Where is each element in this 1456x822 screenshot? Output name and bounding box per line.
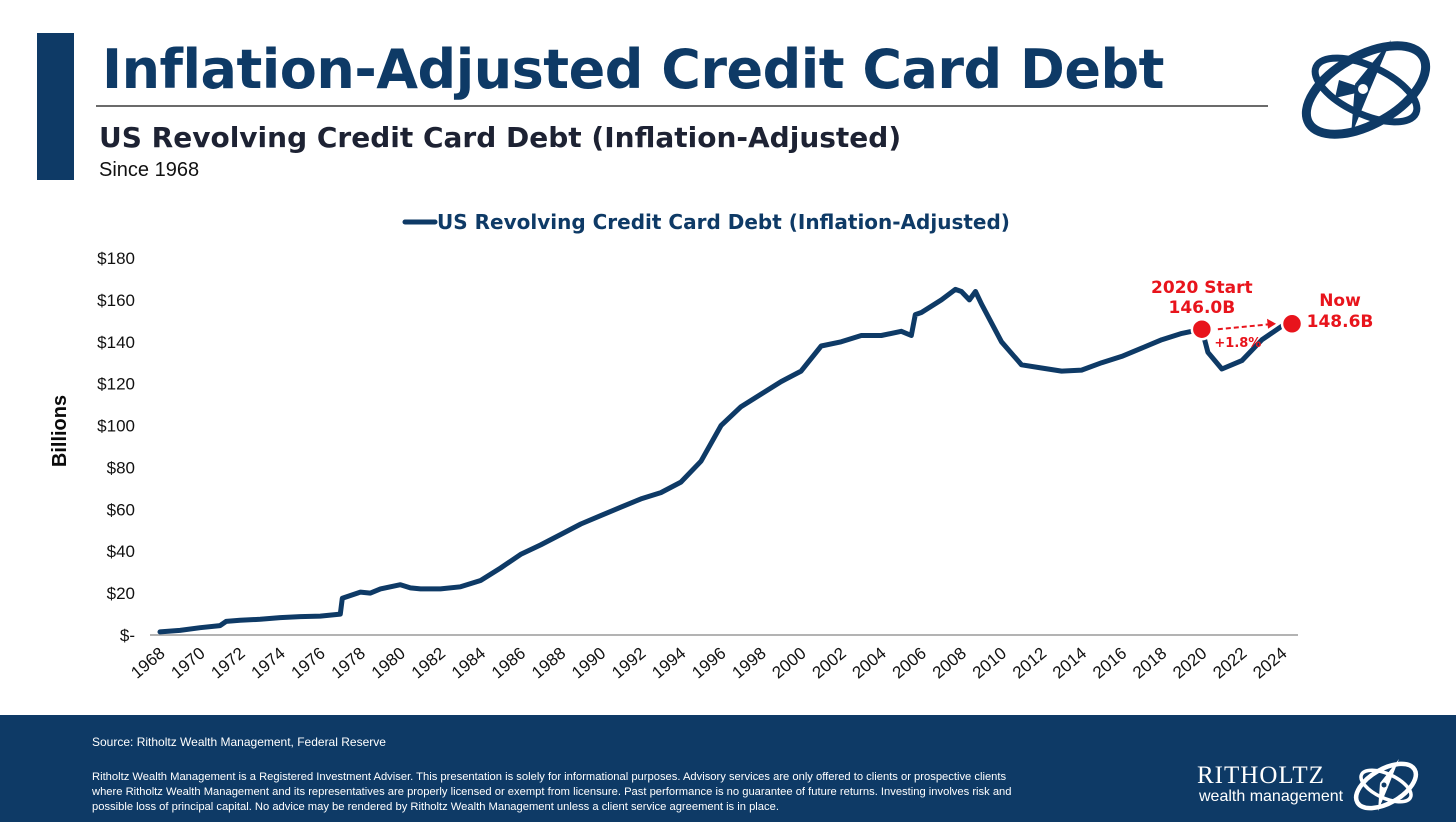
date-range-note: Since 1968 xyxy=(99,159,200,181)
x-tick-label: 2014 xyxy=(1049,644,1090,683)
x-axis-ticks: 1968197019721974197619781980198219841986… xyxy=(127,644,1290,683)
x-tick-label: 1968 xyxy=(127,644,168,683)
line-chart: US Revolving Credit Card Debt (Inflation… xyxy=(49,210,1373,683)
x-tick-label: 2022 xyxy=(1209,644,1250,683)
x-tick-label: 1986 xyxy=(488,644,529,683)
now-point-marker xyxy=(1280,312,1304,336)
y-tick-label: $60 xyxy=(107,500,135,519)
title-accent-bar xyxy=(37,33,74,180)
chart-legend: US Revolving Credit Card Debt (Inflation… xyxy=(402,210,1010,234)
y-axis-title: Billions xyxy=(49,395,71,467)
y-tick-label: $- xyxy=(120,626,135,645)
y-tick-label: $160 xyxy=(97,291,135,310)
change-arrowhead xyxy=(1267,318,1277,329)
x-tick-label: 1980 xyxy=(368,644,409,683)
brand-tagline: wealth management xyxy=(1199,788,1344,805)
compass-rose-orbit-icon xyxy=(1353,759,1419,811)
title-divider xyxy=(96,105,1268,107)
y-tick-label: $40 xyxy=(107,542,135,561)
x-tick-label: 1998 xyxy=(728,644,769,683)
x-tick-label: 1990 xyxy=(568,644,609,683)
x-tick-label: 1974 xyxy=(248,644,289,683)
y-tick-label: $20 xyxy=(107,584,135,603)
page-title: Inflation-Adjusted Credit Card Debt xyxy=(102,38,1164,101)
x-tick-label: 1976 xyxy=(288,644,329,683)
x-tick-label: 2000 xyxy=(769,644,810,683)
brand-wordmark: RITHOLTZ wealth management xyxy=(1197,763,1343,805)
annotation-layer: 2020 Start 146.0B Now 148.6B +1.8% xyxy=(1151,278,1373,351)
start-label: 2020 Start xyxy=(1151,278,1253,298)
x-tick-label: 1992 xyxy=(608,644,649,683)
x-tick-label: 2004 xyxy=(849,644,890,683)
x-tick-label: 1972 xyxy=(208,644,249,683)
disclaimer: Ritholtz Wealth Management is a Register… xyxy=(92,771,1012,813)
x-tick-label: 1970 xyxy=(167,644,208,683)
change-arrow xyxy=(1217,323,1271,331)
x-tick-label: 2018 xyxy=(1129,644,1170,683)
y-axis-ticks: $- $20 $40 $60 $80 $100 $120 $140 $160 $180 xyxy=(97,249,135,645)
change-percent-label: +1.8% xyxy=(1214,336,1261,351)
x-tick-label: 1988 xyxy=(528,644,569,683)
footer: Source: Ritholtz Wealth Management, Fede… xyxy=(0,715,1456,822)
now-value-label: 148.6B xyxy=(1307,312,1374,332)
y-tick-label: $100 xyxy=(97,417,135,436)
x-tick-label: 2024 xyxy=(1249,644,1290,683)
x-tick-label: 1982 xyxy=(408,644,449,683)
x-tick-label: 2002 xyxy=(809,644,850,683)
x-tick-label: 1994 xyxy=(648,644,689,683)
legend-label: US Revolving Credit Card Debt (Inflation… xyxy=(437,210,1010,234)
start-point-marker xyxy=(1190,317,1214,341)
x-tick-label: 2006 xyxy=(889,644,930,683)
x-tick-label: 1996 xyxy=(688,644,729,683)
x-tick-label: 1978 xyxy=(328,644,369,683)
source-note: Source: Ritholtz Wealth Management, Fede… xyxy=(92,735,386,749)
compass-rose-orbit-icon xyxy=(1301,40,1431,139)
y-tick-label: $80 xyxy=(107,458,135,477)
brand-name: RITHOLTZ xyxy=(1197,762,1325,789)
x-tick-label: 2020 xyxy=(1169,644,1210,683)
y-tick-label: $180 xyxy=(97,249,135,268)
y-tick-label: $140 xyxy=(97,333,135,352)
page-subtitle: US Revolving Credit Card Debt (Inflation… xyxy=(99,121,902,154)
series-line xyxy=(157,286,1295,635)
x-tick-label: 1984 xyxy=(448,644,489,683)
x-tick-label: 2016 xyxy=(1089,644,1130,683)
y-tick-label: $120 xyxy=(97,375,135,394)
x-tick-label: 2010 xyxy=(969,644,1010,683)
x-tick-label: 2008 xyxy=(929,644,970,683)
x-tick-label: 2012 xyxy=(1009,644,1050,683)
start-value-label: 146.0B xyxy=(1168,298,1235,318)
now-label: Now xyxy=(1319,291,1361,311)
